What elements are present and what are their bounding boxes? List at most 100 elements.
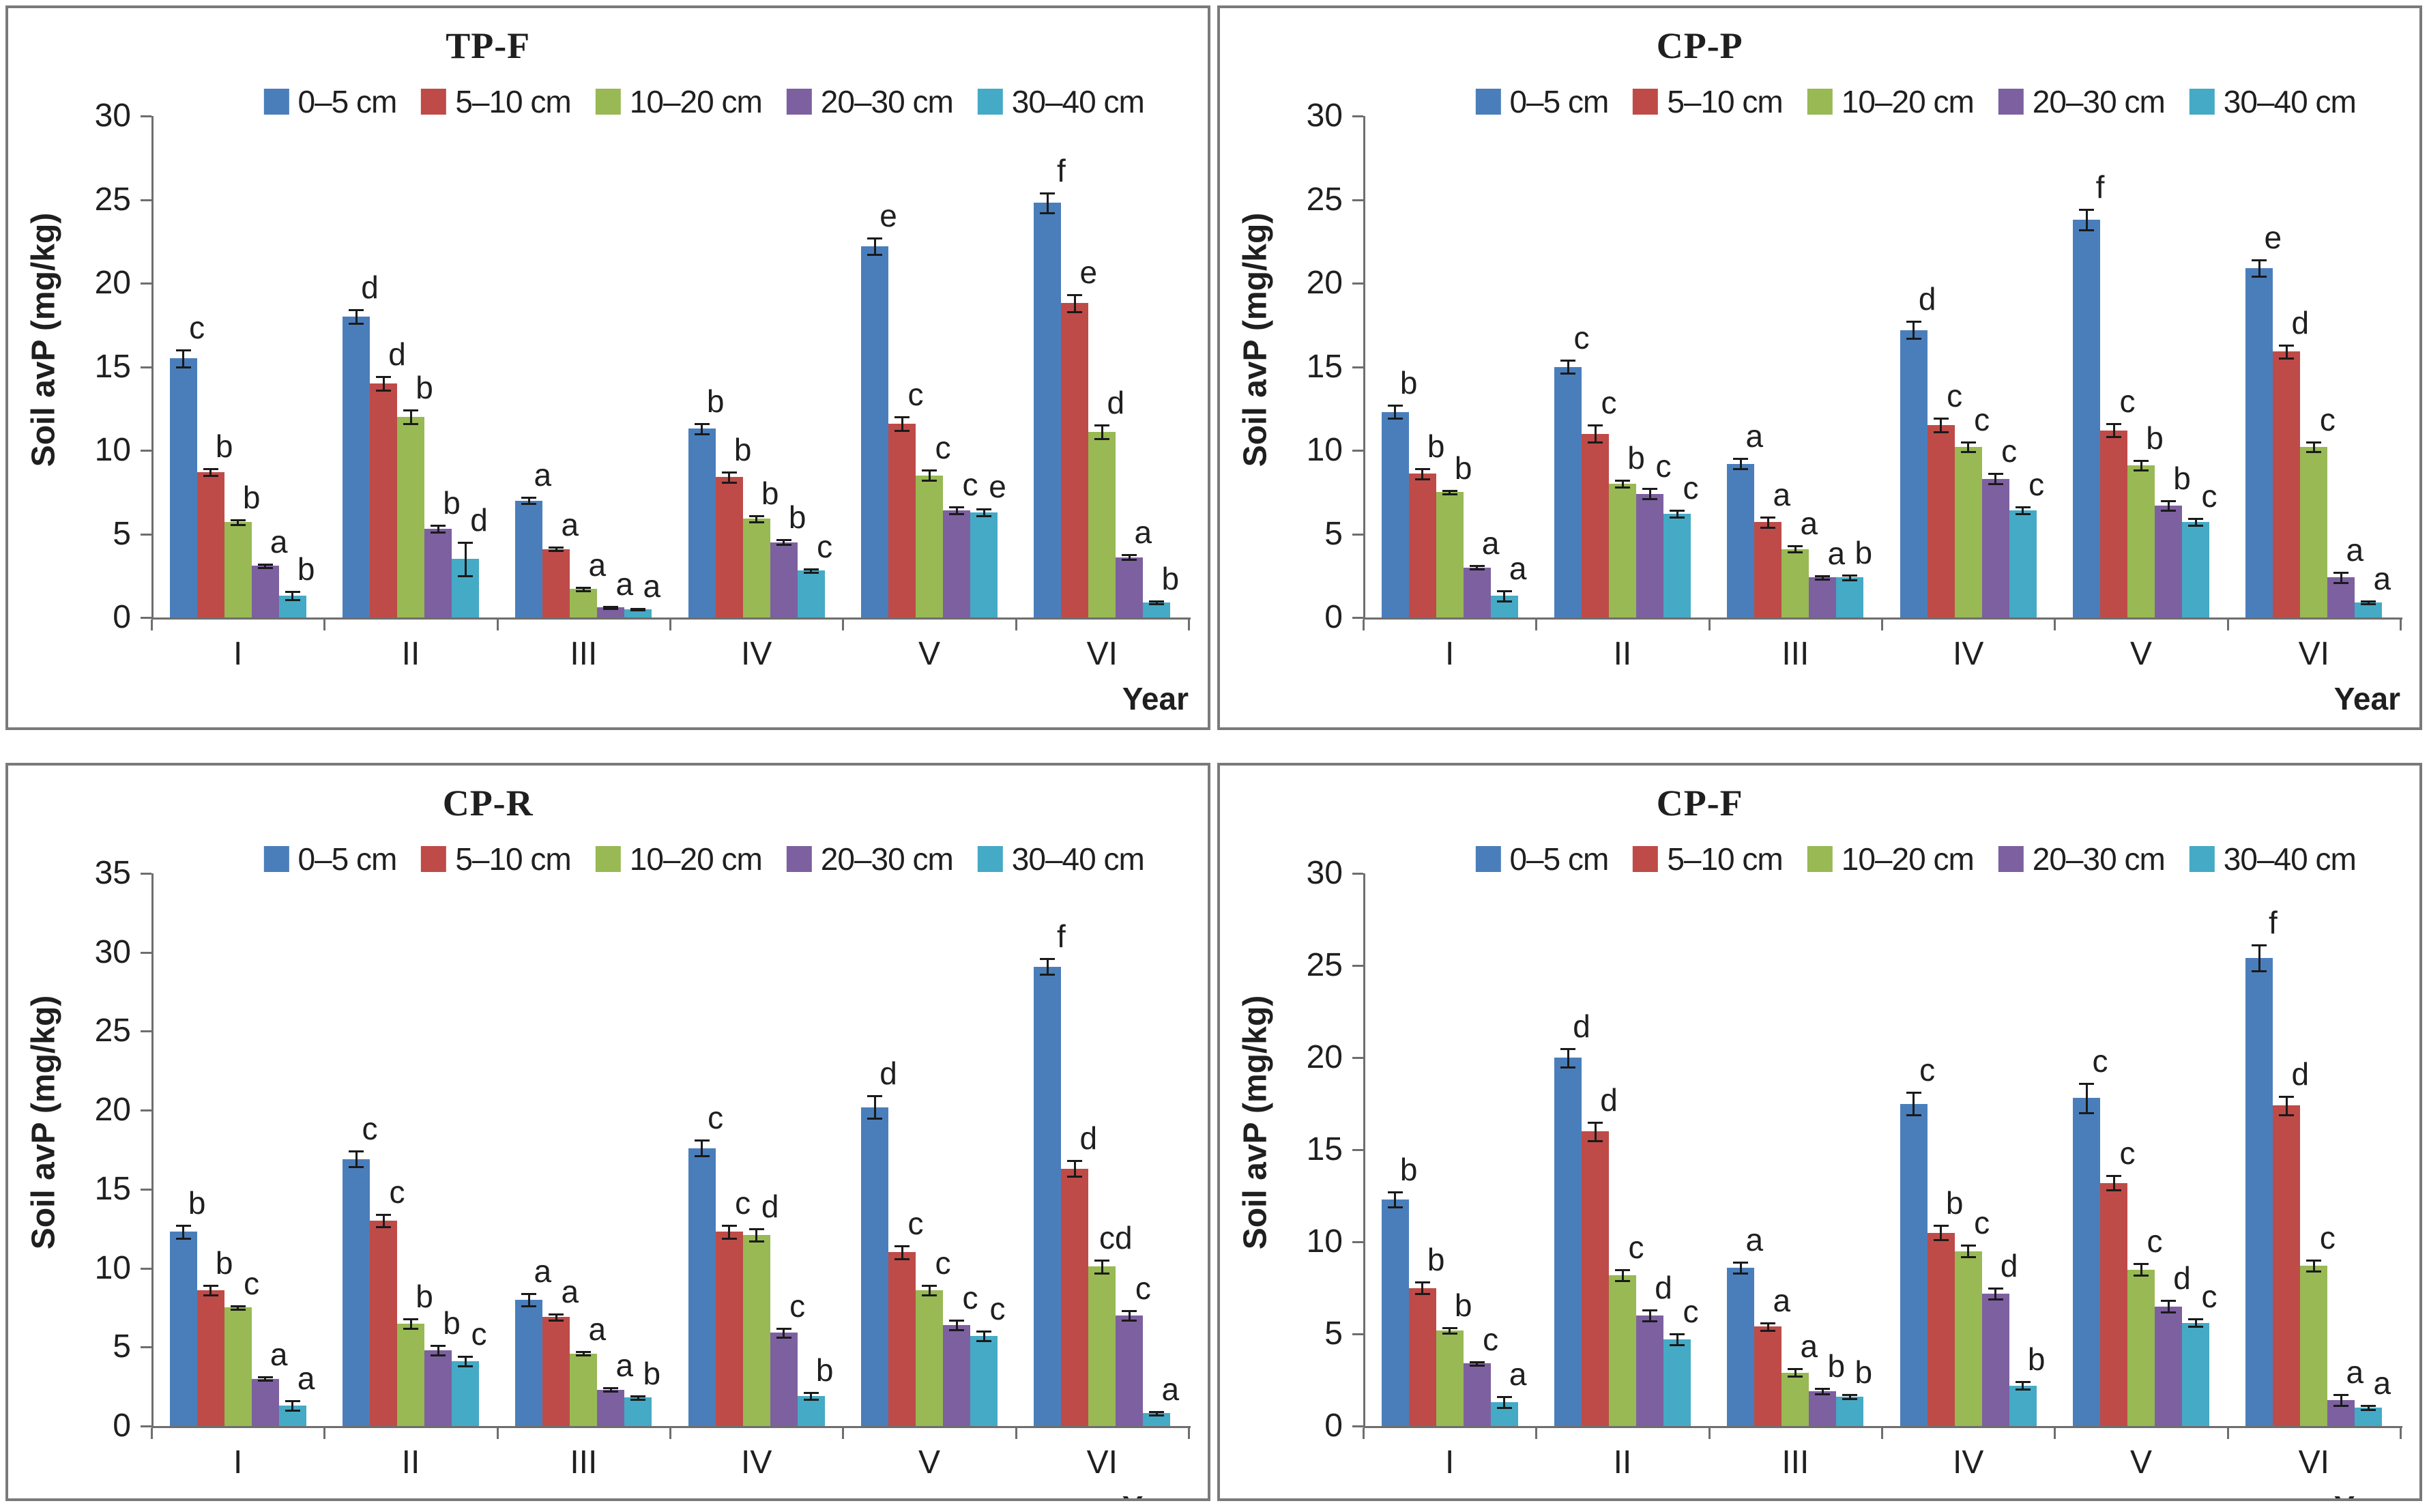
x-tick-mark	[151, 620, 153, 630]
y-tick-mark	[141, 533, 151, 536]
error-bar-cap	[894, 416, 910, 418]
x-tick-mark	[1015, 620, 1017, 630]
error-bar	[437, 1345, 439, 1355]
bar	[570, 589, 598, 617]
error-bar	[1621, 1269, 1624, 1281]
legend-item-label: 0–5 cm	[297, 841, 397, 877]
y-tick-label: 0	[113, 1408, 131, 1444]
error-bar-cap	[1960, 441, 1976, 444]
legend-item: 20–30 cm	[786, 841, 954, 877]
error-bar	[810, 1393, 813, 1399]
bar	[1554, 366, 1582, 617]
legend-item-label: 20–30 cm	[2032, 84, 2166, 119]
y-tick-mark	[141, 282, 151, 285]
error-bar	[1676, 1334, 1678, 1346]
error-bar-cap	[1988, 483, 2003, 485]
bar	[2127, 1269, 2155, 1426]
x-tick-label: I	[233, 1444, 243, 1481]
significance-letter: a	[588, 547, 607, 583]
bar	[888, 423, 916, 617]
error-bar-cap	[721, 481, 737, 484]
error-bar-cap	[1588, 441, 1603, 444]
error-bar	[1101, 425, 1103, 439]
significance-letter: e	[1079, 255, 1098, 291]
significance-letter: c	[244, 1266, 260, 1302]
legend-swatch-icon	[421, 846, 447, 872]
error-bar-cap	[630, 1398, 646, 1401]
chart-title: CP-F	[1656, 783, 1743, 824]
y-tick-label: 30	[94, 933, 131, 970]
bar	[597, 1389, 625, 1426]
bar	[2073, 1098, 2100, 1426]
bar	[1463, 1363, 1491, 1426]
error-bar-cap	[1788, 1368, 1803, 1371]
significance-letter: a	[1827, 535, 1846, 571]
error-bar	[728, 471, 731, 482]
error-bar-cap	[521, 1292, 537, 1295]
legend-item: 20–30 cm	[1998, 83, 2166, 120]
significance-letter: c	[2147, 1223, 2163, 1260]
error-bar	[355, 310, 358, 323]
error-bar-cap	[721, 1237, 737, 1240]
error-bar-cap	[694, 422, 710, 425]
significance-letter: c	[935, 430, 951, 466]
bar	[797, 570, 825, 617]
error-bar-cap	[1733, 1261, 1749, 1264]
x-tick-mark	[323, 620, 326, 630]
error-bar-cap	[1040, 192, 1056, 194]
significance-letter: b	[2027, 1341, 2046, 1378]
error-bar	[755, 1228, 758, 1242]
error-bar	[1994, 474, 1997, 484]
error-bar	[609, 1388, 612, 1392]
error-bar-cap	[1442, 493, 1457, 495]
significance-letter: b	[1399, 364, 1418, 401]
significance-letter: f	[2268, 905, 2278, 941]
error-bar-cap	[1815, 575, 1831, 577]
bar	[1554, 1058, 1582, 1426]
significance-letter: c	[1573, 319, 1590, 355]
error-bar	[2022, 1382, 2024, 1389]
x-tick-mark	[842, 1428, 845, 1439]
error-bar-cap	[2161, 1300, 2176, 1303]
legend-swatch-icon	[977, 846, 1003, 872]
x-axis-title: Year	[2333, 681, 2400, 716]
error-bar-cap	[1149, 603, 1165, 606]
error-bar	[1648, 1309, 1651, 1322]
significance-letter: b	[1161, 560, 1180, 596]
significance-letter: c	[2201, 478, 2217, 514]
error-bar-cap	[175, 349, 191, 351]
error-bar	[1421, 1282, 1424, 1294]
error-bar-cap	[1842, 579, 1858, 581]
significance-letter: c	[962, 467, 978, 503]
error-bar-cap	[1788, 551, 1803, 554]
error-bar-cap	[949, 506, 964, 509]
y-tick-mark	[1352, 1241, 1363, 1243]
y-tick-mark	[1352, 1333, 1363, 1335]
error-bar	[955, 507, 958, 514]
error-bar-cap	[403, 422, 418, 425]
error-bar-cap	[1988, 1287, 2003, 1290]
legend-item: 30–40 cm	[2189, 83, 2357, 120]
error-bar	[2285, 345, 2288, 359]
significance-letter: b	[1454, 450, 1472, 486]
error-bar-cap	[976, 1331, 991, 1333]
bar	[861, 246, 888, 617]
error-bar-cap	[2161, 1311, 2176, 1313]
y-tick-label: 0	[1324, 1408, 1343, 1444]
error-bar-cap	[285, 591, 300, 594]
bar	[2182, 522, 2209, 617]
legend-item-label: 0–5 cm	[1509, 84, 1609, 119]
error-bar	[1128, 555, 1131, 560]
significance-letter: b	[416, 1278, 433, 1314]
bar	[2009, 1385, 2037, 1426]
y-tick-label: 20	[1306, 1039, 1343, 1075]
x-tick-label: IV	[1952, 636, 1984, 672]
y-tick-mark	[141, 450, 151, 452]
bar	[224, 1307, 252, 1426]
bar	[397, 417, 424, 617]
x-tick-label: III	[1781, 636, 1809, 672]
y-tick-label: 5	[113, 515, 131, 552]
error-bar-cap	[2188, 518, 2203, 521]
error-bar	[209, 1285, 212, 1295]
significance-letter: c	[389, 1174, 405, 1210]
